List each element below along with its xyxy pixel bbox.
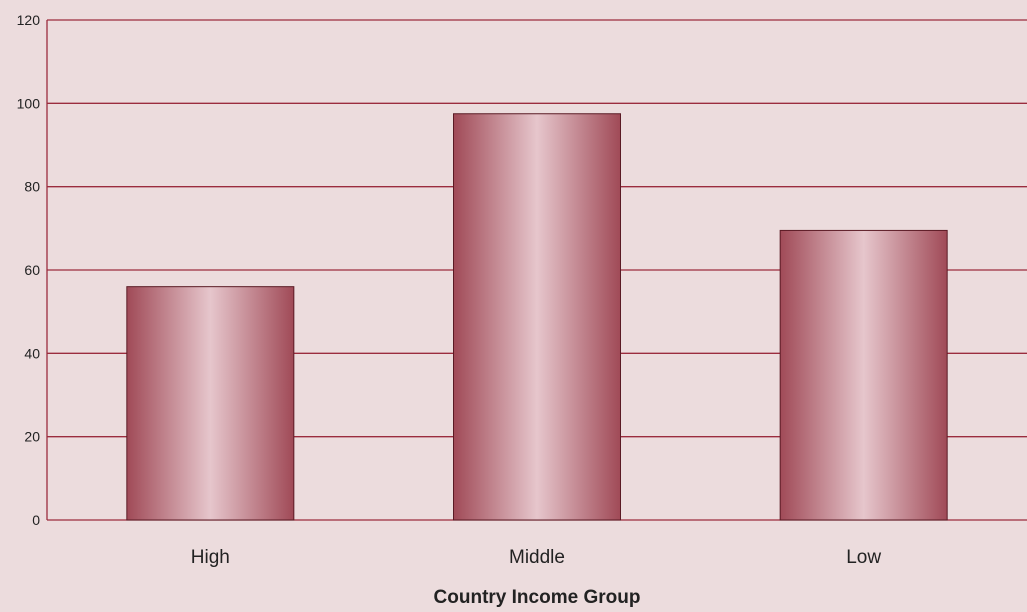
y-tick-label: 80: [24, 179, 40, 195]
y-tick-label: 120: [17, 12, 41, 28]
y-tick-label: 40: [24, 345, 40, 361]
bar-high: [126, 286, 295, 521]
y-tick-label: 20: [24, 429, 40, 445]
y-tick-label: 60: [24, 262, 40, 278]
x-category-label: Low: [846, 547, 881, 568]
y-tick-labels: 0 20 40 60 80 100 120: [17, 12, 41, 528]
y-tick-label: 0: [32, 512, 40, 528]
bar-middle: [453, 113, 621, 521]
x-category-label: Middle: [509, 547, 565, 568]
x-category-labels: High Middle Low: [191, 547, 882, 568]
x-category-label: High: [191, 547, 230, 568]
bar-low: [779, 229, 948, 521]
y-tick-label: 100: [17, 95, 41, 111]
bars: [126, 113, 948, 521]
x-axis-title: Country Income Group: [434, 587, 641, 608]
